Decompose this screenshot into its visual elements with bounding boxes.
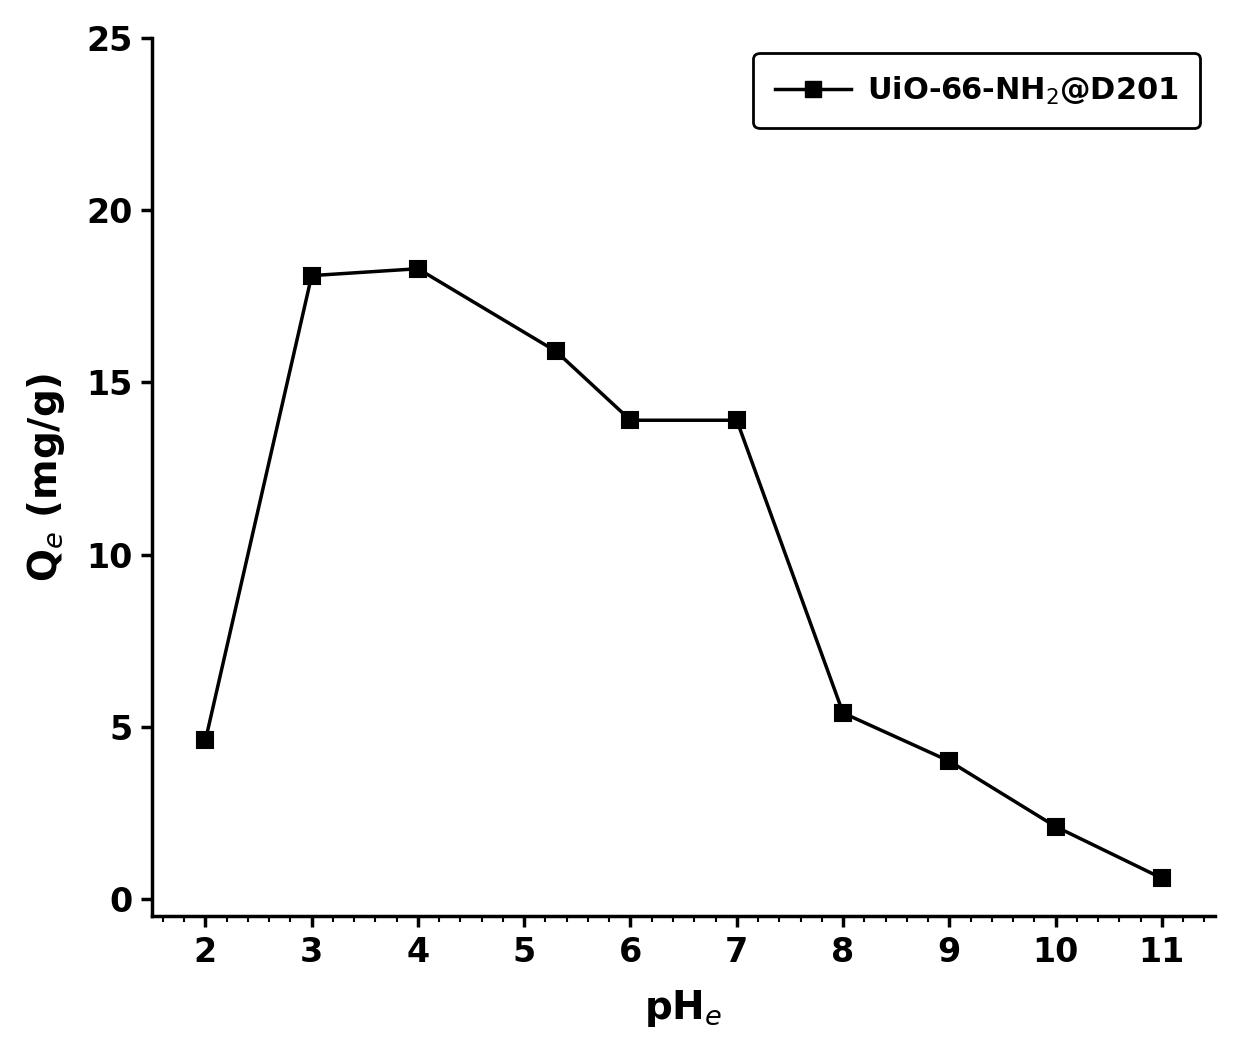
Y-axis label: Q$_e$ (mg/g): Q$_e$ (mg/g): [25, 372, 67, 582]
Legend: UiO-66-NH$_2$@D201: UiO-66-NH$_2$@D201: [754, 54, 1200, 129]
X-axis label: pH$_e$: pH$_e$: [645, 988, 723, 1029]
